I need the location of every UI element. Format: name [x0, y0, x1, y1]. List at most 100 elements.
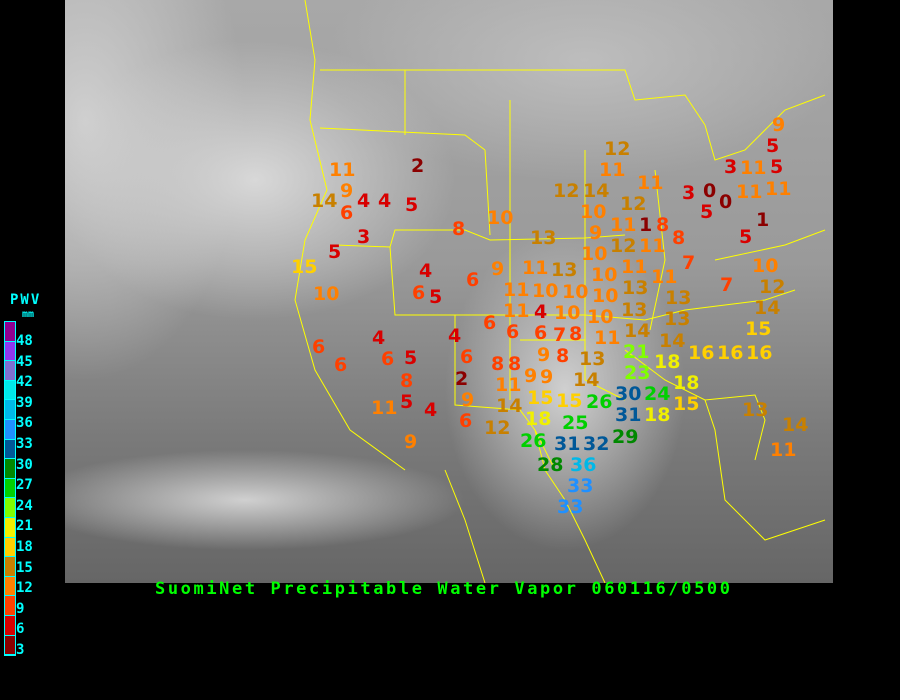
station-pwv-value: 12: [610, 235, 637, 257]
station-pwv-value: 12: [484, 417, 511, 439]
station-pwv-value: 8: [452, 218, 466, 240]
station-pwv-value: 4: [424, 399, 438, 421]
border-line: [294, 0, 406, 471]
station-pwv-value: 6: [334, 354, 348, 376]
legend-tick: 12: [16, 580, 33, 597]
legend-tick: 6: [16, 621, 25, 638]
legend-swatch: [5, 615, 15, 636]
station-pwv-value: 5: [700, 201, 714, 223]
station-pwv-value: 14: [311, 190, 338, 212]
station-pwv-value: 30: [615, 383, 642, 405]
border-line: [395, 289, 796, 321]
legend-swatch: [5, 596, 15, 616]
station-pwv-value: 14: [496, 395, 523, 417]
station-pwv-value: 16: [717, 342, 744, 364]
station-pwv-value: 31: [615, 404, 642, 426]
station-pwv-value: 32: [583, 433, 610, 455]
station-pwv-value: 7: [720, 274, 734, 296]
station-pwv-value: 18: [673, 372, 700, 394]
map-title: SuomiNet Precipitable Water Vapor 060116…: [155, 579, 733, 599]
station-pwv-value: 3: [724, 156, 738, 178]
station-pwv-value: 8: [556, 345, 570, 367]
legend-swatch: [5, 459, 15, 479]
station-pwv-value: 15: [527, 387, 554, 409]
station-pwv-value: 12: [759, 276, 786, 298]
station-pwv-value: 6: [381, 348, 395, 370]
station-pwv-value: 13: [621, 299, 648, 321]
station-pwv-value: 15: [673, 393, 700, 415]
station-pwv-value: 10: [554, 302, 581, 324]
legend-title: PWV: [10, 292, 42, 308]
station-pwv-value: 1: [756, 209, 770, 231]
station-pwv-value: 10: [592, 285, 619, 307]
border-line: [704, 94, 826, 161]
border-line: [444, 469, 486, 583]
station-pwv-value: 26: [586, 391, 613, 413]
station-pwv-value: 9: [589, 222, 603, 244]
station-pwv-value: 0: [719, 191, 733, 213]
station-pwv-value: 5: [770, 156, 784, 178]
station-pwv-value: 3: [357, 226, 371, 248]
legend-tick: 24: [16, 497, 33, 514]
legend-swatch: [5, 635, 15, 656]
station-pwv-value: 33: [567, 475, 594, 497]
station-pwv-value: 6: [312, 336, 326, 358]
station-pwv-value: 6: [460, 346, 474, 368]
legend-swatch: [5, 419, 15, 440]
station-pwv-value: 24: [644, 383, 671, 405]
station-pwv-value: 29: [612, 426, 639, 448]
legend-tick: 21: [16, 518, 33, 535]
station-pwv-value: 5: [739, 226, 753, 248]
station-pwv-value: 4: [357, 190, 371, 212]
station-pwv-value: 11: [503, 279, 530, 301]
station-pwv-value: 13: [742, 399, 769, 421]
station-pwv-value: 10: [580, 201, 607, 223]
station-pwv-value: 10: [587, 306, 614, 328]
station-pwv-value: 9: [491, 258, 505, 280]
station-pwv-value: 2: [455, 368, 469, 390]
station-pwv-value: 12: [620, 193, 647, 215]
station-pwv-value: 11: [770, 439, 797, 461]
station-pwv-value: 3: [682, 182, 696, 204]
station-pwv-value: 10: [313, 283, 340, 305]
station-pwv-value: 9: [537, 344, 551, 366]
station-pwv-value: 15: [556, 390, 583, 412]
legend-tick: 42: [16, 374, 33, 391]
border-line: [584, 150, 626, 401]
station-pwv-value: 15: [745, 318, 772, 340]
station-pwv-value: 11: [610, 214, 637, 236]
station-pwv-value: 16: [688, 342, 715, 364]
station-pwv-value: 11: [637, 172, 664, 194]
legend-swatch: [5, 576, 15, 597]
station-pwv-value: 9: [524, 365, 538, 387]
legend-swatch: [5, 478, 15, 499]
station-pwv-value: 18: [654, 351, 681, 373]
station-pwv-value: 14: [624, 320, 651, 342]
border-line: [454, 315, 556, 471]
station-pwv-value: 33: [557, 496, 584, 518]
station-pwv-value: 14: [583, 180, 610, 202]
station-pwv-value: 6: [412, 282, 426, 304]
station-pwv-value: 12: [604, 138, 631, 160]
station-pwv-value: 6: [506, 321, 520, 343]
station-pwv-value: 16: [746, 342, 773, 364]
legend-swatch: [5, 341, 15, 362]
station-pwv-value: 10: [581, 243, 608, 265]
station-pwv-value: 8: [491, 353, 505, 375]
station-pwv-value: 6: [459, 410, 473, 432]
station-pwv-value: 8: [508, 353, 522, 375]
station-pwv-value: 11: [503, 300, 530, 322]
station-pwv-value: 11: [329, 159, 356, 181]
station-pwv-value: 6: [340, 202, 354, 224]
station-pwv-value: 14: [659, 330, 686, 352]
station-pwv-value: 11: [522, 257, 549, 279]
station-pwv-value: 15: [291, 256, 318, 278]
legend-tick: 39: [16, 394, 33, 411]
station-pwv-value: 9: [340, 180, 354, 202]
station-pwv-value: 10: [562, 281, 589, 303]
station-pwv-value: 4: [419, 260, 433, 282]
legend-tick: 30: [16, 456, 33, 473]
station-pwv-value: 10: [532, 280, 559, 302]
station-pwv-value: 8: [656, 214, 670, 236]
station-pwv-value: 11: [371, 397, 398, 419]
